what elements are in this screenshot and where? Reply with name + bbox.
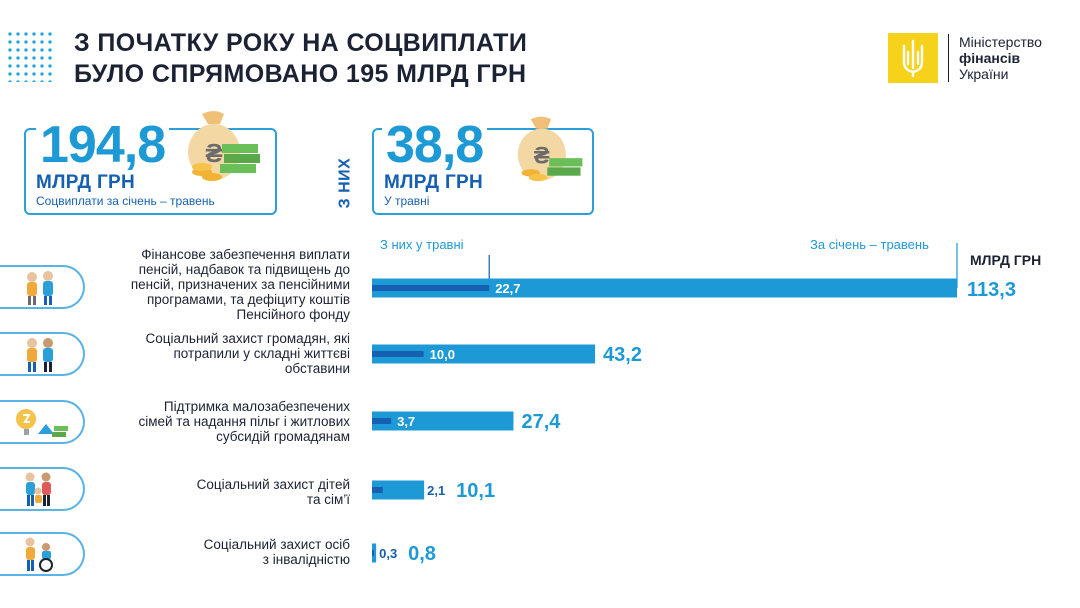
ministry-logo: Міністерство фінансів України	[888, 33, 1042, 83]
legend-may: З них у травні	[380, 237, 464, 252]
data-label-may: 22,7	[495, 281, 520, 296]
kpi-may-card: 38,8 МЛРД ГРН У травні	[372, 119, 594, 215]
data-label-total: 10,1	[456, 480, 495, 502]
category-label: Фінансове забезпечення виплати пенсій, н…	[130, 247, 350, 322]
bar-may	[372, 418, 392, 424]
svg-text:₴: ₴	[205, 138, 222, 168]
title-line-1: З ПОЧАТКУ РОКУ НА СОЦВИПЛАТИ	[74, 29, 528, 57]
category-icon-box	[0, 467, 85, 511]
money-bag-icon: ₴	[188, 111, 260, 181]
ministry-line-2: фінансів	[959, 50, 1021, 66]
disability-icon	[25, 537, 53, 572]
ministry-line-3: України	[959, 66, 1009, 82]
kpi-total-unit: МЛРД ГРН	[36, 172, 136, 193]
category-icon-box	[0, 400, 85, 444]
bar-total	[372, 543, 377, 563]
kpi-total-card: 194,8 МЛРД ГРН Соцвиплати за січень – тр…	[24, 119, 277, 215]
legend-total: За січень – травень	[810, 237, 929, 252]
kpi-total-value: 194,8	[36, 119, 170, 171]
kpi-total-caption: Соцвиплати за січень – травень	[36, 194, 215, 208]
ministry-line-1: Міністерство	[959, 34, 1042, 50]
kpi-may-value: 38,8	[382, 119, 488, 171]
money-bag-icon: ₴	[517, 116, 583, 182]
category-icon-box	[0, 532, 85, 576]
bar-may	[372, 351, 424, 357]
people-in-need-icon	[27, 338, 53, 372]
data-label-total: 27,4	[521, 411, 561, 433]
bar-total	[372, 411, 514, 431]
bar-total	[372, 480, 425, 500]
bar-may	[372, 487, 383, 493]
decorative-dots	[6, 30, 54, 82]
data-label-total: 43,2	[603, 344, 642, 366]
svg-text:₴: ₴	[534, 143, 550, 170]
pensioners-icon	[27, 271, 53, 305]
bar-may	[372, 550, 374, 556]
category-label: Соціальний захист дітей та сім’ї	[196, 477, 350, 507]
category-icon-box	[0, 332, 85, 376]
kpi-may-unit: МЛРД ГРН	[384, 172, 484, 193]
family-icon	[25, 472, 51, 506]
bar-total	[372, 278, 957, 298]
subsidy-icon	[16, 409, 68, 437]
category-label: Соціальний захист громадян, які потрапил…	[145, 331, 350, 376]
data-label-may: 2,1	[427, 483, 445, 498]
data-label-total: 113,3	[967, 279, 1016, 301]
category-label: Підтримка малозабезпечених сімей та нада…	[138, 399, 350, 444]
bar-may	[372, 285, 490, 291]
unit-label: МЛРД ГРН	[970, 252, 1042, 268]
data-label-may: 10,0	[430, 347, 455, 362]
category-label: Соціальний захист осіб з інвалідністю	[203, 537, 350, 567]
data-label-may: 0,3	[379, 546, 397, 561]
ministry-divider	[948, 34, 949, 82]
bar-total	[372, 344, 596, 364]
page-title: З ПОЧАТКУ РОКУ НА СОЦВИПЛАТИ БУЛО СПРЯМО…	[74, 28, 527, 90]
title-line-2: БУЛО СПРЯМОВАНО 195 МЛРД ГРН	[74, 60, 527, 88]
kpi-may-caption: У травні	[384, 194, 430, 208]
trident-emblem-icon	[888, 33, 938, 83]
data-label-total: 0,8	[408, 543, 436, 565]
category-icon-box	[0, 265, 85, 309]
data-label-may: 3,7	[397, 414, 415, 429]
ministry-name: Міністерство фінансів України	[959, 34, 1042, 82]
